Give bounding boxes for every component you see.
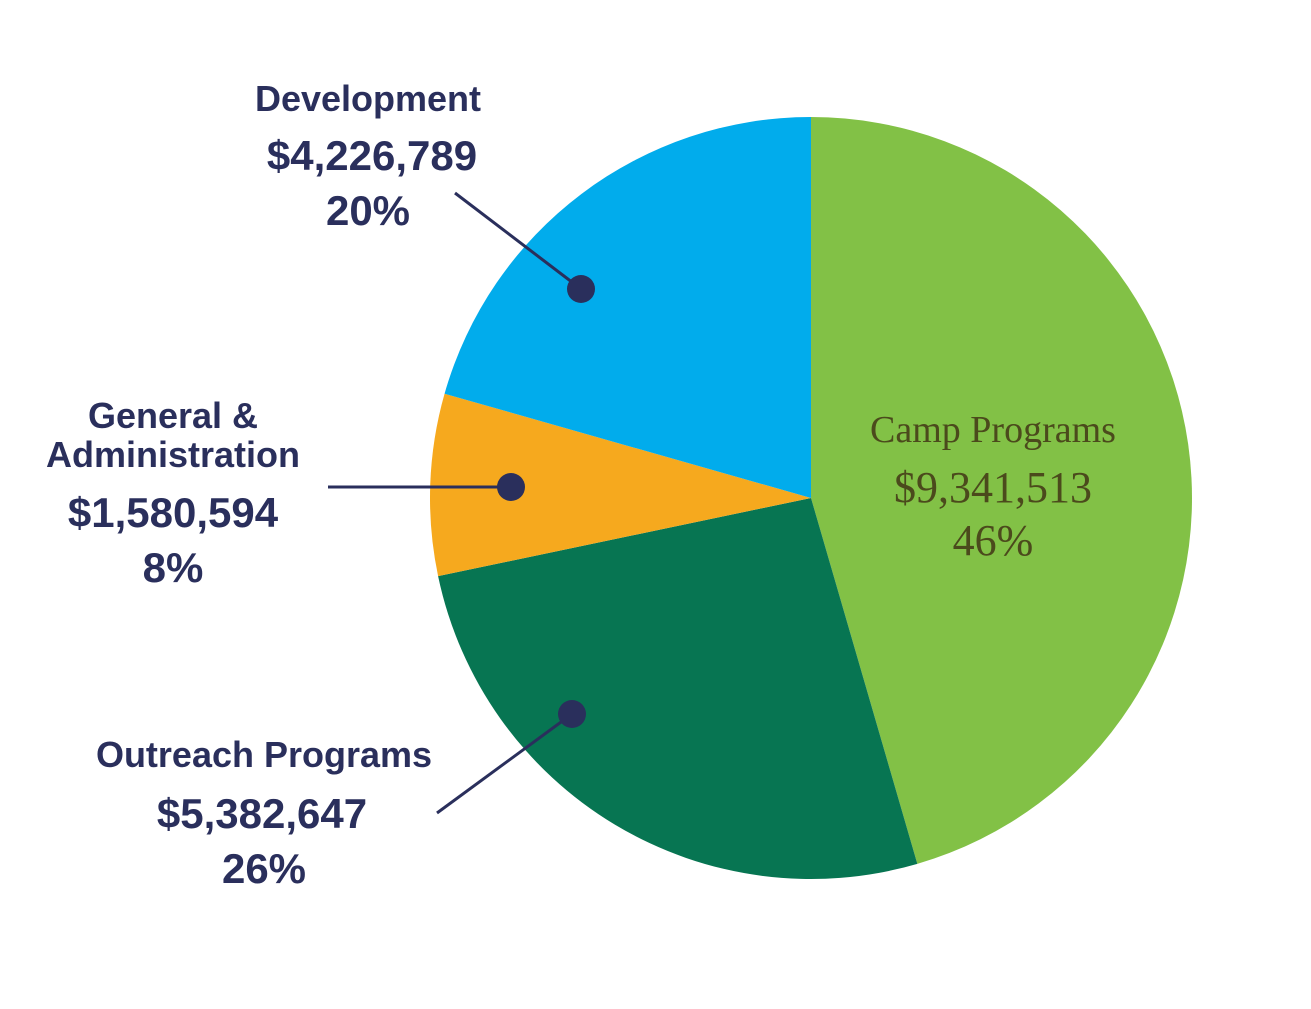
leader-lines (328, 191, 595, 815)
percent-camp-programs: 46% (953, 516, 1034, 565)
pie-slice-general-administration (429, 393, 811, 577)
leader-line-development (454, 191, 582, 291)
label-general-line-1: General & (88, 395, 258, 436)
leader-dot-outreach (558, 700, 586, 728)
amount-outreach-programs: $5,382,647 (157, 790, 367, 837)
label-outreach-programs: Outreach Programs (96, 734, 432, 775)
amount-general: $1,580,594 (68, 489, 279, 536)
percent-development: 20% (326, 187, 410, 234)
leader-dot-development (567, 275, 595, 303)
percent-general: 8% (143, 544, 204, 591)
label-general-line-2: Administration (46, 434, 300, 475)
leader-line-outreach (436, 712, 573, 815)
pie-slice-outreach-programs (438, 498, 918, 879)
leader-dot-general (497, 473, 525, 501)
label-development: Development (255, 78, 481, 119)
pie-slice-development (444, 117, 811, 498)
amount-development: $4,226,789 (267, 132, 477, 179)
percent-outreach-programs: 26% (222, 845, 306, 892)
pie-slices (429, 117, 1192, 879)
label-camp-programs: Camp Programs (870, 409, 1116, 451)
amount-camp-programs: $9,341,513 (894, 463, 1092, 512)
pie-slice-camp-programs (811, 117, 1192, 864)
